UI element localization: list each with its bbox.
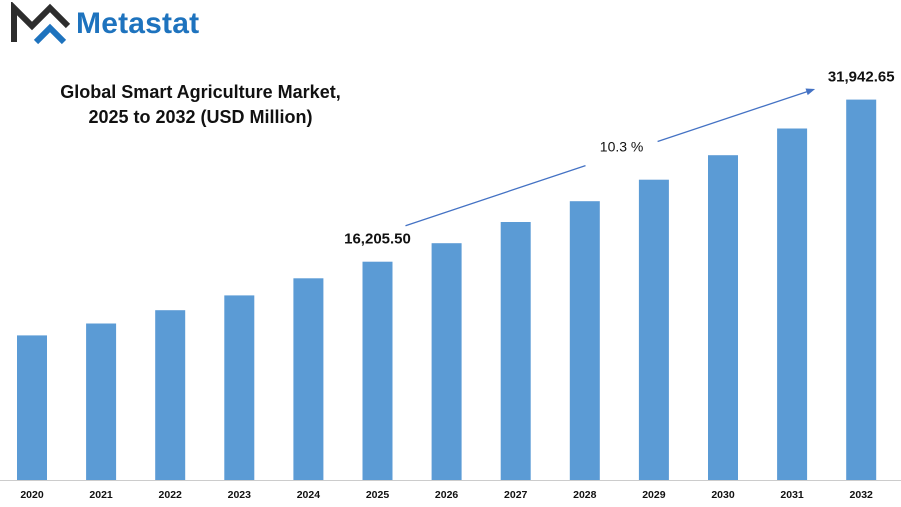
data-label-2025: 16,205.50	[344, 231, 411, 248]
x-tick-2032: 2032	[850, 489, 874, 501]
bar-2025	[362, 261, 393, 480]
bar-2024	[293, 278, 324, 480]
x-tick-2029: 2029	[642, 489, 666, 501]
cagr-line-left	[405, 164, 586, 227]
x-tick-2020: 2020	[20, 489, 44, 501]
bar-2029	[638, 179, 669, 480]
x-tick-labels: 2020 2021 2022 2023 2024 2025 2026 2027 2028 2029…	[20, 489, 873, 501]
metastat-m-icon	[11, 2, 71, 45]
bar-2027	[500, 222, 531, 480]
cagr-label: 10.3 %	[600, 139, 644, 155]
x-tick-2022: 2022	[159, 489, 183, 501]
cagr-arrowhead	[805, 88, 816, 96]
bars-group	[17, 99, 877, 480]
x-tick-2023: 2023	[228, 489, 252, 501]
bar-2028	[569, 201, 600, 480]
chart-title-line-1: Global Smart Agriculture Market,	[60, 82, 341, 102]
data-labels: 16,205.50 31,942.65	[344, 69, 894, 248]
x-tick-2030: 2030	[711, 489, 735, 501]
x-tick-2026: 2026	[435, 489, 459, 501]
logo-text: Metastat	[76, 7, 200, 40]
chart-title-line-2: 2025 to 2032 (USD Million)	[88, 107, 313, 127]
x-tick-2025: 2025	[366, 489, 390, 501]
x-tick-2027: 2027	[504, 489, 528, 501]
cagr-annotation: 10.3 %	[405, 88, 816, 227]
cagr-line-right	[657, 88, 814, 143]
bar-2030	[708, 155, 738, 480]
bar-2022	[155, 310, 186, 480]
x-tick-2024: 2024	[297, 489, 321, 501]
bar-2020	[17, 335, 47, 480]
bar-2031	[777, 128, 808, 480]
x-tick-2021: 2021	[89, 489, 113, 501]
bar-2023	[224, 295, 255, 480]
chart-title: Global Smart Agriculture Market, 2025 to…	[28, 80, 373, 130]
data-label-2032: 31,942.65	[828, 69, 895, 86]
bar-2021	[86, 323, 117, 480]
x-tick-2031: 2031	[780, 489, 804, 501]
logo: Metastat	[10, 2, 199, 46]
bar-2032	[846, 99, 877, 480]
x-tick-2028: 2028	[573, 489, 597, 501]
bar-2026	[431, 243, 462, 480]
